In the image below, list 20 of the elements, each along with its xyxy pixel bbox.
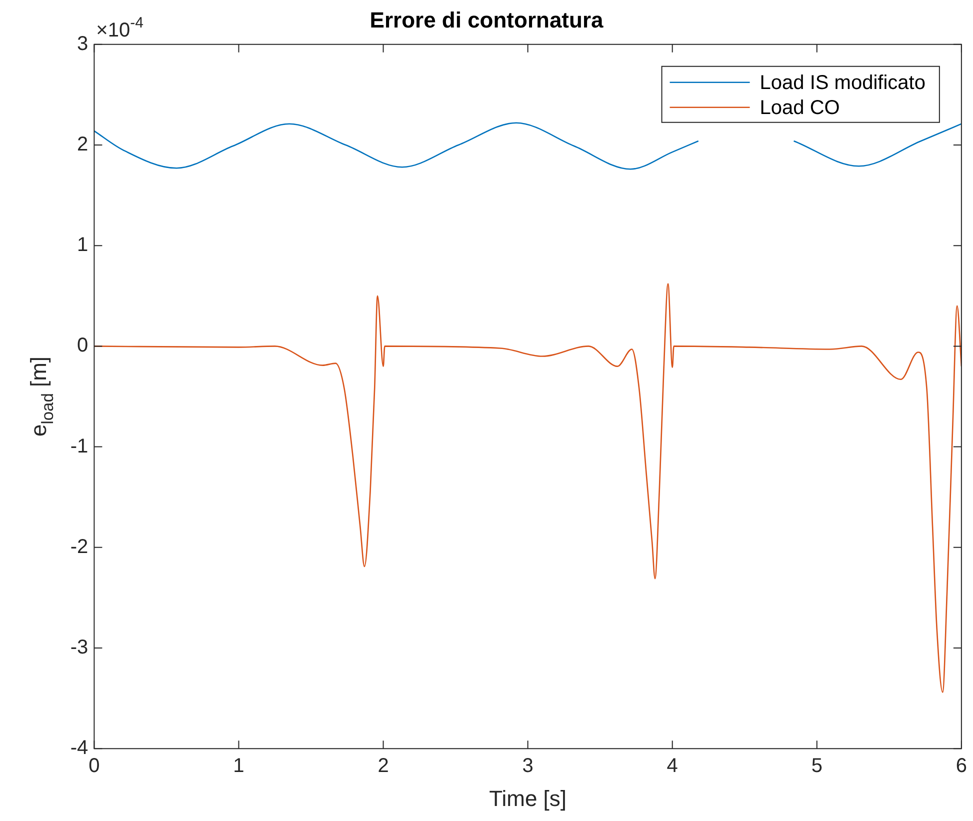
x-axis-title: Time [s] [489,786,567,811]
line-series [94,283,962,693]
legend-label: Load IS modificato [760,72,926,94]
x-tick-label: 6 [956,755,967,778]
y-tick-label: -4 [70,737,88,760]
x-tick-label: 2 [378,755,389,778]
y-tick-label: 3 [77,32,88,55]
y-tick-label: 2 [77,134,88,156]
y-tick-label: 1 [77,234,88,256]
x-tick-label: 4 [666,755,678,778]
y-tick-label: 0 [77,334,88,357]
x-tick-label: 1 [233,755,244,778]
y-tick-label: -3 [70,636,88,659]
x-tick-label: 3 [522,755,534,778]
legend-label: Load CO [760,96,840,119]
x-tick-label: 5 [811,755,822,778]
chart-title: Errore di contornatura [370,7,604,32]
y-tick-label: -1 [70,435,88,458]
y-axis-title: eload [m] [26,356,57,437]
y-tick-label: -2 [70,536,88,558]
